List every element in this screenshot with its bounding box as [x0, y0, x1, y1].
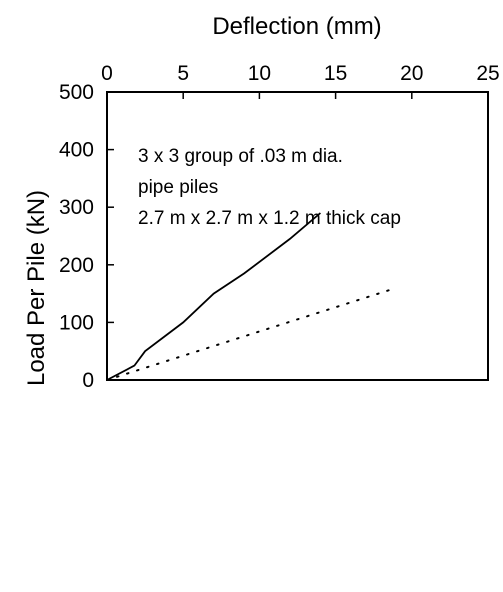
- y-tick-label: 100: [59, 311, 94, 334]
- x-axis-title: Deflection (mm): [212, 13, 381, 40]
- y-axis-title: Load Per Pile (kN): [23, 190, 50, 386]
- y-tick-labels: 0 100 200 300 400 500: [59, 81, 94, 392]
- x-tick-label: 10: [248, 62, 271, 85]
- dotted-series-line: [106, 286, 398, 381]
- x-tick-label: 25: [476, 62, 499, 85]
- x-tick-label: 15: [324, 62, 347, 85]
- solid-series-line: [106, 212, 321, 381]
- x-tick-label: 5: [177, 62, 189, 85]
- plot-frame: [106, 91, 489, 381]
- annotation-line-1: 3 x 3 group of .03 m dia.: [138, 146, 343, 167]
- series-group: [106, 212, 398, 381]
- x-tick-labels: 0 5 10 15 20 25: [101, 62, 500, 85]
- y-tick-label: 300: [59, 196, 94, 219]
- y-tick-label: 500: [59, 81, 94, 104]
- annotation-line-3: 2.7 m x 2.7 m x 1.2 m thick cap: [138, 208, 401, 229]
- y-tick-label: 400: [59, 139, 94, 162]
- axis-ticks: [106, 91, 489, 381]
- y-tick-label: 200: [59, 254, 94, 277]
- x-tick-label: 20: [400, 62, 423, 85]
- y-tick-label: 0: [82, 369, 94, 392]
- x-tick-label: 0: [101, 62, 113, 85]
- annotation-line-2: pipe piles: [138, 177, 218, 198]
